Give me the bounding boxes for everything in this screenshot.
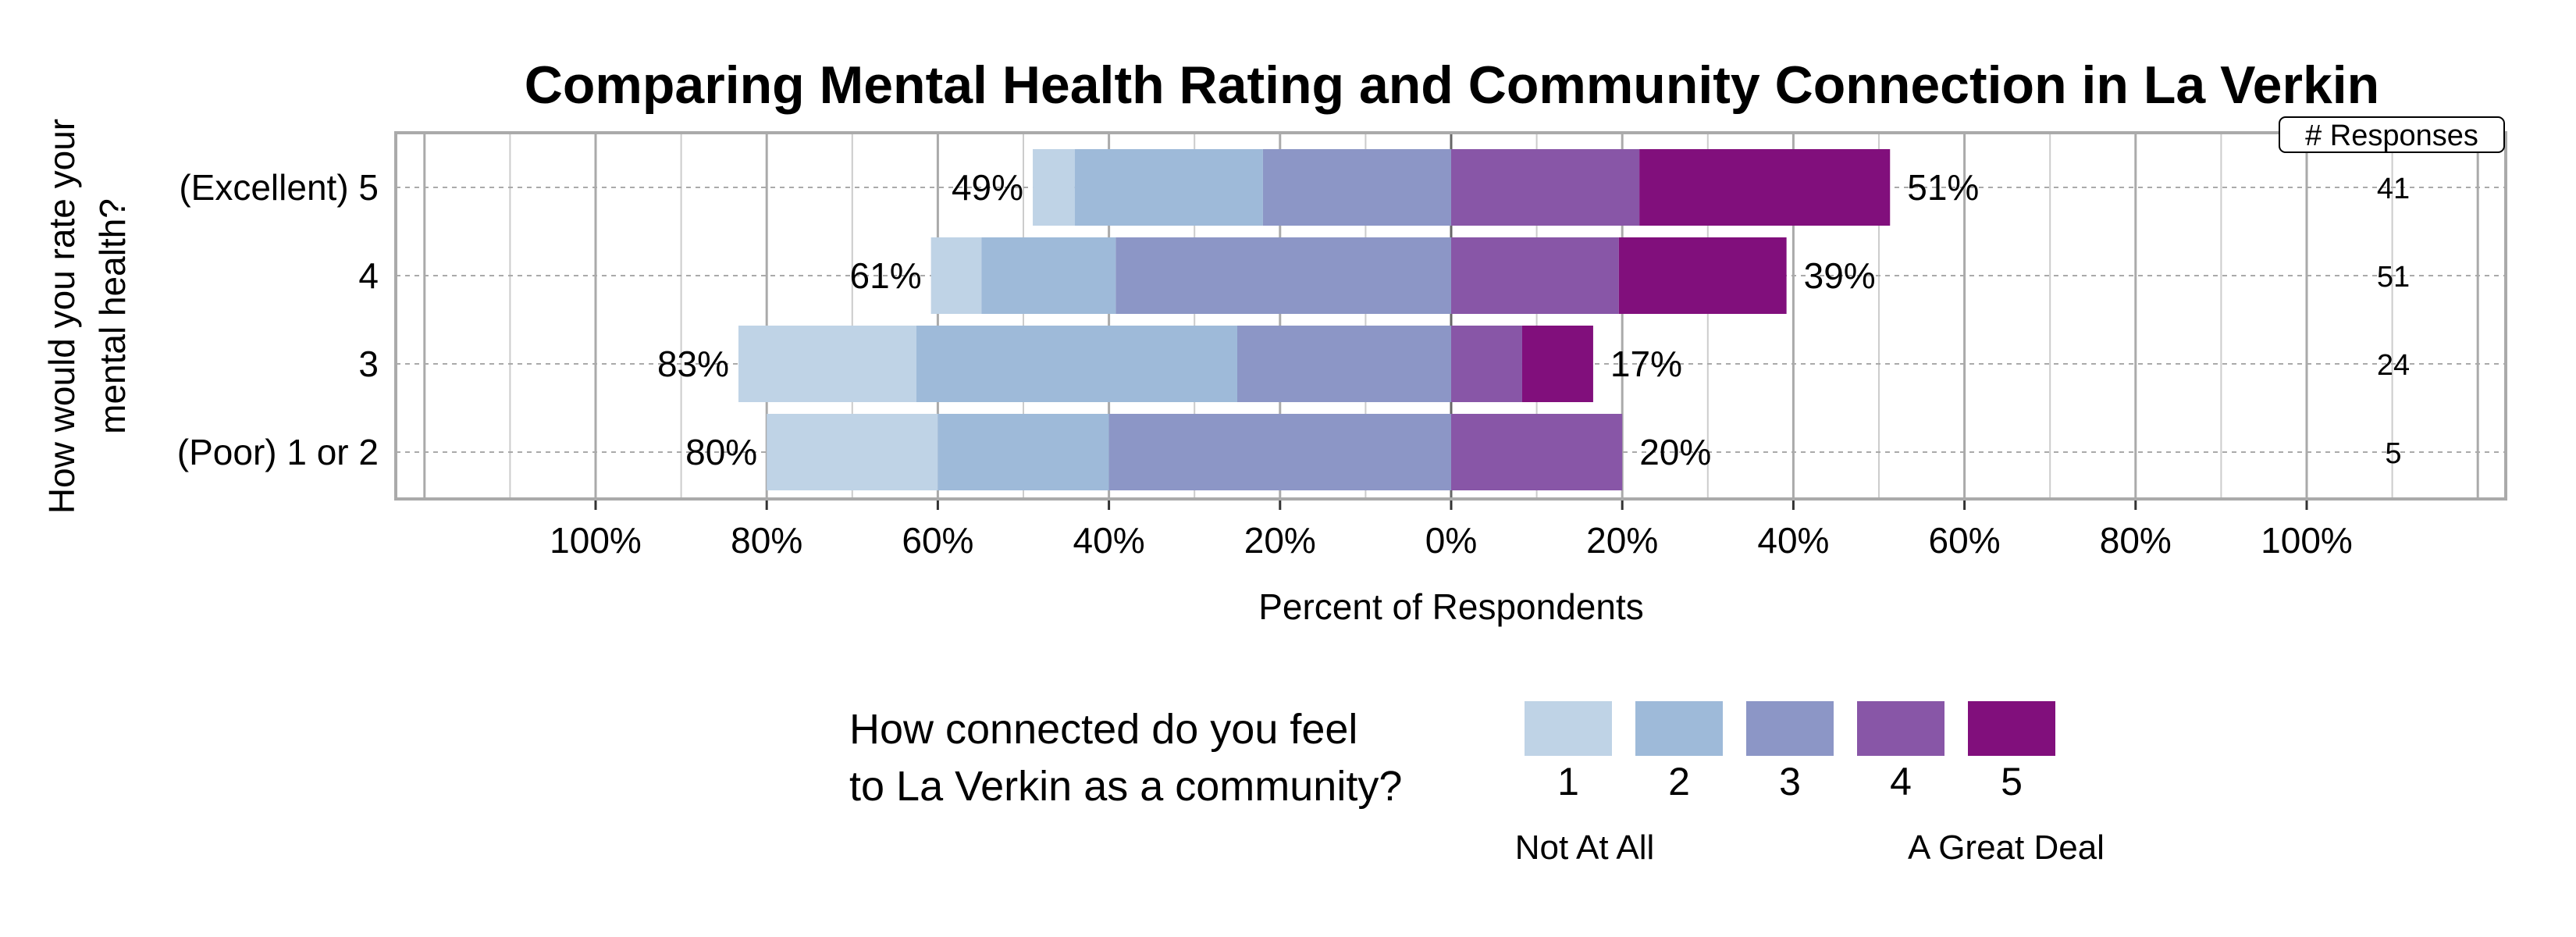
bar-segment-3 bbox=[1262, 149, 1451, 226]
left-total-label: 49% bbox=[952, 167, 1023, 208]
x-tick-label: 100% bbox=[2261, 520, 2353, 561]
bar-segment-5 bbox=[1639, 149, 1891, 226]
left-total-label: 80% bbox=[685, 432, 757, 472]
legend-low-label: Not At All bbox=[1515, 828, 1655, 867]
right-total-label: 39% bbox=[1804, 255, 1876, 296]
y-category-label: 4 bbox=[358, 255, 379, 296]
bar-segment-4 bbox=[1451, 237, 1619, 314]
legend-swatch-4 bbox=[1857, 701, 1944, 756]
y-category-label: (Excellent) 5 bbox=[179, 167, 379, 208]
legend-label-4: 4 bbox=[1890, 760, 1912, 803]
legend-title-line1: How connected do you feel bbox=[849, 706, 1357, 753]
legend-label-1: 1 bbox=[1557, 760, 1579, 803]
x-tick-label: 80% bbox=[731, 520, 802, 561]
bar-segment-5 bbox=[1618, 237, 1787, 314]
bars bbox=[738, 149, 1891, 490]
x-tick-label: 20% bbox=[1244, 520, 1316, 561]
bar-segment-2 bbox=[916, 326, 1237, 402]
bar-segment-5 bbox=[1521, 326, 1593, 402]
bar-segment-3 bbox=[1115, 237, 1451, 314]
x-tick-label: 20% bbox=[1586, 520, 1658, 561]
left-total-label: 83% bbox=[657, 344, 729, 384]
responses-header: # Responses bbox=[2279, 116, 2505, 153]
bar-segment-4 bbox=[1451, 149, 1640, 226]
y-category-label: (Poor) 1 or 2 bbox=[177, 432, 379, 472]
legend-swatch-5 bbox=[1968, 701, 2055, 756]
x-tick-label: 0% bbox=[1425, 520, 1477, 561]
right-total-label: 20% bbox=[1639, 432, 1711, 472]
legend-swatch-1 bbox=[1525, 701, 1612, 756]
y-axis-title: How would you rate your mental health? bbox=[41, 119, 133, 514]
labels: 100% 80% 60% 40% 20% 0% 20% 40% 60% 80% 100% 49% 51%… bbox=[177, 167, 2410, 561]
x-axis-title: Percent of Respondents bbox=[1258, 586, 1644, 627]
x-tick-label: 80% bbox=[2100, 520, 2172, 561]
chart-title: Comparing Mental Health Rating and Commu… bbox=[525, 55, 2379, 115]
bar-segment-1 bbox=[767, 414, 938, 490]
right-total-label: 17% bbox=[1610, 344, 1682, 384]
bar-segment-2 bbox=[981, 237, 1116, 314]
legend-high-label: A Great Deal bbox=[1908, 828, 2105, 867]
plot-frame bbox=[394, 131, 2507, 501]
responses-count: 24 bbox=[2377, 349, 2410, 382]
bar-segment-2 bbox=[1074, 149, 1263, 226]
x-tick-label: 100% bbox=[550, 520, 642, 561]
legend-title-line2: to La Verkin as a community? bbox=[849, 763, 1402, 810]
bar-segment-3 bbox=[1108, 414, 1451, 490]
y-axis-title-line1: How would you rate your bbox=[41, 119, 82, 514]
legend: How connected do you feel to La Verkin a… bbox=[849, 701, 2105, 867]
x-tick-label: 40% bbox=[1073, 520, 1145, 561]
bar-segment-4 bbox=[1451, 414, 1623, 490]
responses-count: 5 bbox=[2385, 437, 2401, 470]
legend-swatch-2 bbox=[1635, 701, 1723, 756]
x-tick-label: 60% bbox=[902, 520, 973, 561]
left-total-label: 61% bbox=[850, 255, 922, 296]
bar-segment-1 bbox=[930, 237, 982, 314]
responses-count: 41 bbox=[2377, 173, 2410, 205]
y-category-label: 3 bbox=[358, 344, 379, 384]
bar-segment-4 bbox=[1451, 326, 1522, 402]
legend-label-3: 3 bbox=[1779, 760, 1801, 803]
legend-swatch-3 bbox=[1746, 701, 1834, 756]
responses-count: 51 bbox=[2377, 261, 2410, 294]
x-tick-label: 60% bbox=[1929, 520, 2001, 561]
responses-header-text: # Responses bbox=[2305, 119, 2478, 152]
x-tick-label: 40% bbox=[1757, 520, 1829, 561]
bar-segment-3 bbox=[1237, 326, 1451, 402]
right-total-label: 51% bbox=[1907, 167, 1979, 208]
legend-label-5: 5 bbox=[2001, 760, 2023, 803]
bar-segment-1 bbox=[738, 326, 916, 402]
y-axis-title-line2: mental health? bbox=[92, 198, 133, 434]
bar-segment-2 bbox=[938, 414, 1109, 490]
bar-segment-1 bbox=[1033, 149, 1075, 226]
legend-label-2: 2 bbox=[1668, 760, 1690, 803]
